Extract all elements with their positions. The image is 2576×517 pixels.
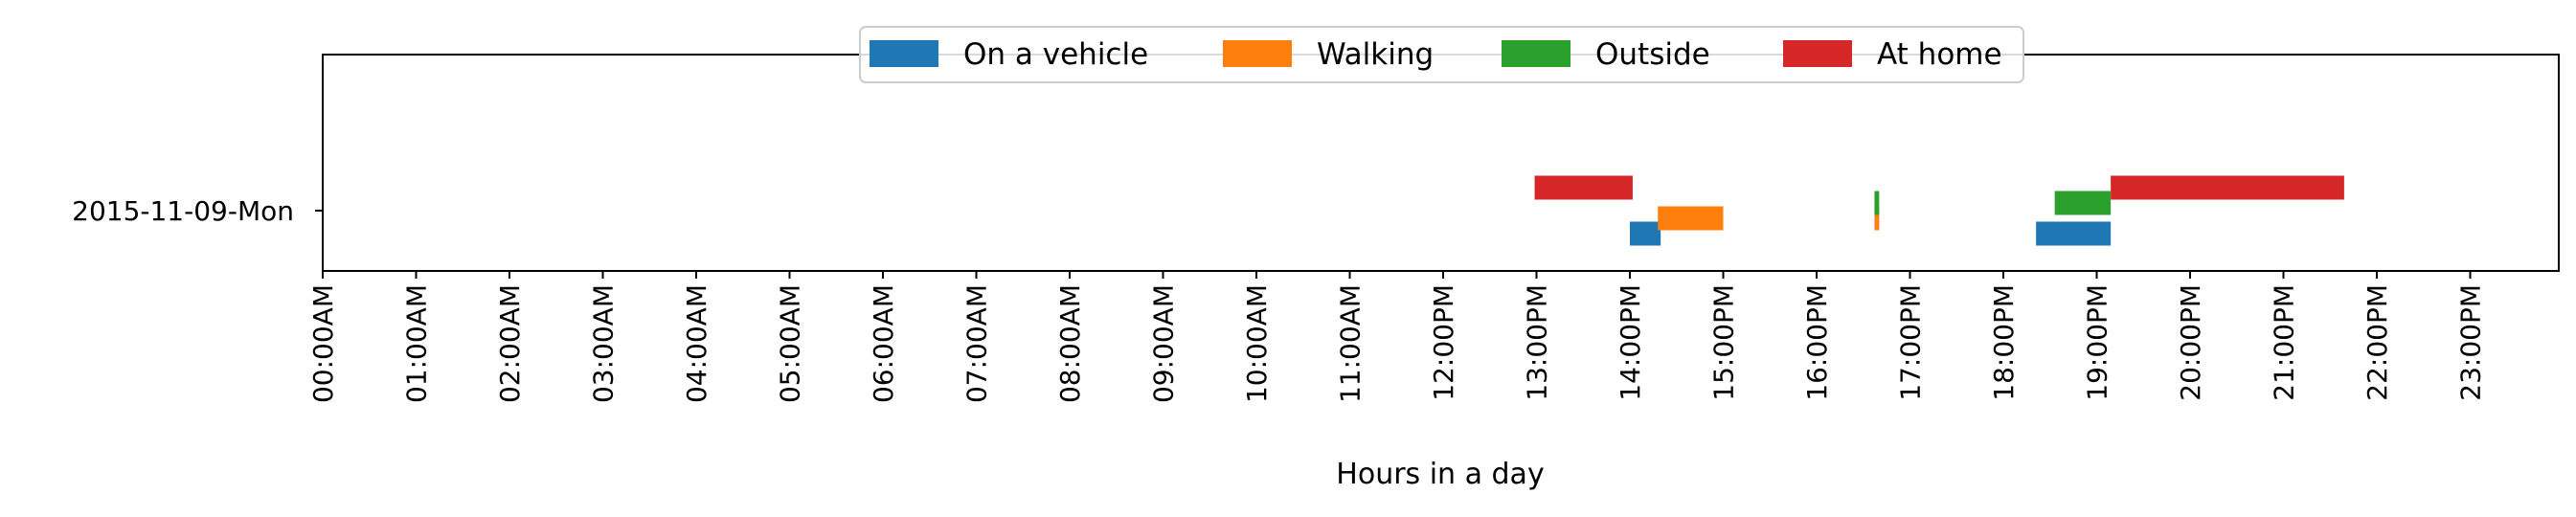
legend-swatch-on-a-vehicle [870, 40, 938, 67]
x-tick-label-3: 03:00AM [588, 284, 620, 403]
x-tick-label-12: 12:00PM [1428, 284, 1459, 401]
x-tick-label-8: 08:00AM [1054, 284, 1086, 403]
x-tick-label-11: 11:00AM [1335, 284, 1367, 403]
legend-swatch-outside [1502, 40, 1570, 67]
legend-label-walking: Walking [1317, 37, 1434, 72]
x-tick-label-2: 02:00AM [494, 284, 526, 403]
x-tick-label-23: 23:00PM [2455, 284, 2487, 401]
legend-swatch-at-home [1783, 40, 1852, 67]
x-tick-label-10: 10:00AM [1241, 284, 1273, 403]
bar-at-home-0 [1534, 175, 1633, 200]
x-tick-label-1: 01:00AM [401, 284, 433, 403]
x-axis: 00:00AM 01:00AM 02:00AM 03:00AM 04:00AM 05:00… [307, 271, 2487, 403]
legend-box [859, 26, 2024, 83]
x-tick-label-13: 13:00PM [1522, 284, 1553, 401]
bars-layer [1534, 175, 2344, 246]
bar-walking-0 [1658, 206, 1724, 231]
x-tick-label-20: 20:00PM [2175, 284, 2206, 401]
bar-on-a-vehicle-0 [1630, 221, 1661, 246]
x-tick-label-15: 15:00PM [1708, 284, 1740, 401]
x-tick-label-4: 04:00AM [681, 284, 712, 403]
legend-label-on-a-vehicle: On a vehicle [963, 37, 1148, 72]
x-tick-label-17: 17:00PM [1895, 284, 1927, 401]
legend-label-outside: Outside [1595, 37, 1710, 72]
x-tick-label-22: 22:00PM [2361, 284, 2393, 401]
bar-at-home-1 [2111, 175, 2344, 200]
x-tick-label-21: 21:00PM [2269, 284, 2300, 401]
x-tick-label-6: 06:00AM [868, 284, 899, 403]
x-tick-label-5: 05:00AM [775, 284, 806, 403]
bar-on-a-vehicle-1 [2036, 221, 2112, 246]
bar-outside-1 [2054, 191, 2112, 215]
y-tick-label-0: 2015-11-09-Mon [72, 195, 294, 227]
bar-outside-0 [1874, 191, 1880, 215]
x-axis-label: Hours in a day [1336, 458, 1544, 491]
y-axis: 2015-11-09-Mon [72, 195, 323, 227]
x-tick-label-16: 16:00PM [1801, 284, 1833, 401]
legend-label-at-home: At home [1877, 37, 2002, 72]
x-tick-label-7: 07:00AM [961, 284, 993, 403]
x-tick-label-0: 00:00AM [307, 284, 339, 403]
legend-swatch-walking [1223, 40, 1292, 67]
x-tick-label-19: 19:00PM [2082, 284, 2113, 401]
x-tick-label-18: 18:00PM [1988, 284, 2020, 401]
x-tick-label-14: 14:00PM [1615, 284, 1646, 401]
legend: On a vehicle Walking Outside At home [859, 26, 2024, 83]
x-tick-label-9: 09:00AM [1148, 284, 1180, 403]
bar-walking-1 [1874, 206, 1880, 231]
